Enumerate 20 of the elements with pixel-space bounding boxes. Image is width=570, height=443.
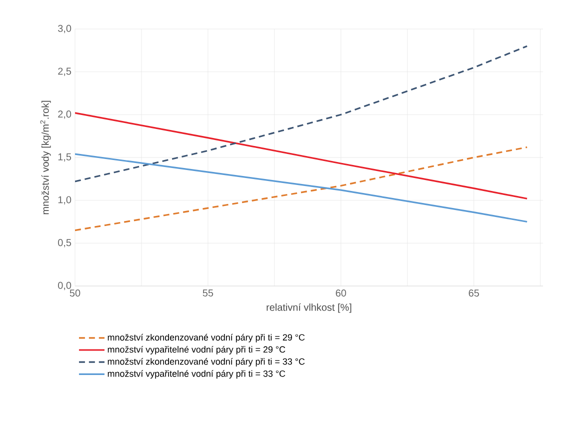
x-tick-label: 55 — [202, 290, 214, 296]
legend-label: množství zkondenzované vodní páry při ti = 29 °C — [108, 334, 305, 342]
line-series — [75, 153, 528, 223]
y-tick-label: 3,0 — [58, 24, 72, 34]
legend-label: množství vypařitelné vodní páry při ti = 29 °C — [108, 346, 286, 354]
y-tick-label: 0,5 — [58, 239, 72, 248]
y-tick-label: 2,0 — [58, 110, 72, 119]
x-tick-label: 50 — [70, 290, 80, 297]
legend-label: množství vypařitelné vodní páry při ti = 33 °C — [108, 370, 286, 379]
line-series — [75, 45, 528, 182]
line-series — [75, 112, 528, 200]
y-axis-title: množství vody [kg/m$^{2}$.rok] — [40, 100, 51, 214]
y-tick-label: 1,0 — [58, 196, 72, 204]
y-tick-label: 1,5 — [58, 153, 72, 162]
x-tick-label: 60 — [336, 290, 346, 297]
y-tick-label: 0,0 — [58, 282, 72, 290]
x-axis-title: relativní vlhkost [%] — [266, 303, 352, 313]
x-tick-label: 65 — [468, 290, 479, 297]
y-tick-label: 2,5 — [58, 68, 72, 76]
legend-label: množství zkondenzované vodní páry při ti = 33 °C — [108, 358, 305, 366]
